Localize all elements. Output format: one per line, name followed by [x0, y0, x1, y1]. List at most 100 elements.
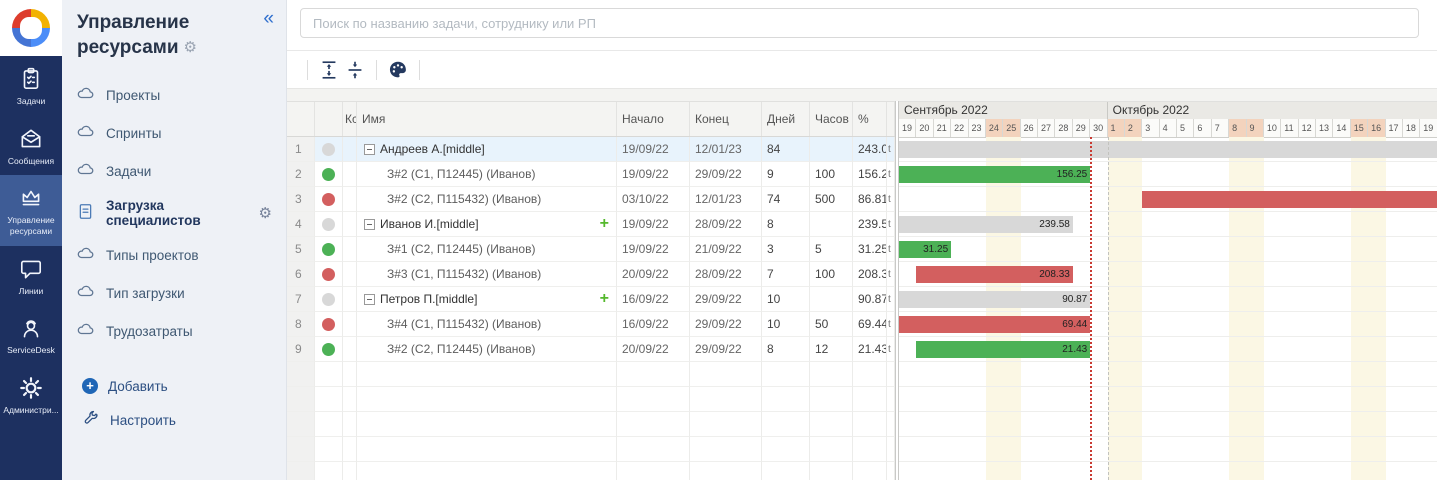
- sidebar-item-2[interactable]: Задачи: [62, 152, 286, 190]
- sidebar-item-1[interactable]: Спринты: [62, 114, 286, 152]
- percent-cell: 239.58: [853, 212, 887, 237]
- rail-item-5[interactable]: Администри...: [0, 365, 62, 425]
- palette-icon[interactable]: [385, 57, 411, 83]
- gantt-bar-red[interactable]: 208.33: [916, 266, 1073, 283]
- sidebar-item-label: Задачи: [106, 163, 152, 179]
- search-input[interactable]: [300, 8, 1419, 38]
- gantt-row: 208.33: [899, 262, 1437, 287]
- rail-item-1[interactable]: Сообщения: [0, 116, 62, 176]
- add-task-icon[interactable]: +: [599, 215, 609, 232]
- row-name: Петров П.[middle]: [380, 292, 478, 306]
- gantt-row: 69.44: [899, 312, 1437, 337]
- gantt-day-label: 20: [916, 119, 934, 137]
- name-cell[interactable]: Петров П.[middle] +: [357, 287, 617, 312]
- gantt-row: 31.25: [899, 237, 1437, 262]
- table-row[interactable]: 7 Петров П.[middle] +16/09/22 29/09/22 10 90.…: [287, 287, 895, 312]
- empty-cell: [853, 412, 887, 437]
- collapse-rows-icon[interactable]: [342, 57, 368, 83]
- table-row[interactable]: 2 З#2 (С1, П12445) (Иванов) 19/09/22 29/09/…: [287, 162, 895, 187]
- header-days[interactable]: Дней: [762, 102, 810, 136]
- gantt-day-label: 14: [1333, 119, 1351, 137]
- empty-cell: [343, 362, 357, 387]
- start-date-cell: 16/09/22: [617, 287, 690, 312]
- rail-item-label: Управление ресурсами: [7, 215, 55, 236]
- admin-gear-icon: [18, 375, 44, 401]
- empty-cell: [343, 462, 357, 480]
- table-row[interactable]: 6 З#3 (С1, П115432) (Иванов) 20/09/22 28/09…: [287, 262, 895, 287]
- table-row[interactable]: 8 З#4 (С1, П115432) (Иванов) 16/09/22 29/09…: [287, 312, 895, 337]
- rail-item-4[interactable]: ServiceDesk: [0, 305, 62, 365]
- name-cell[interactable]: З#1 (С2, П12445) (Иванов): [357, 237, 617, 262]
- name-cell[interactable]: Андреев А.[middle]: [357, 137, 617, 162]
- gantt-bar-grey[interactable]: 90.87: [899, 291, 1091, 308]
- collapse-row-icon[interactable]: [364, 143, 375, 155]
- header-hours[interactable]: Часов: [810, 102, 853, 136]
- sidebar-item-0[interactable]: Проекты: [62, 76, 286, 114]
- gantt-day-label: 9: [1246, 119, 1264, 137]
- sidebar-item-5[interactable]: Тип загрузки: [62, 274, 286, 312]
- gantt-bar-grey[interactable]: [899, 141, 1437, 158]
- gantt-bar-green[interactable]: 21.43: [916, 341, 1091, 358]
- rail-item-0[interactable]: Задачи: [0, 56, 62, 116]
- name-cell[interactable]: З#2 (С2, П12445) (Иванов): [357, 337, 617, 362]
- add-task-icon[interactable]: +: [599, 290, 609, 307]
- gantt-day-label: 10: [1263, 119, 1282, 137]
- name-cell[interactable]: З#2 (С2, П115432) (Иванов): [357, 187, 617, 212]
- gantt-bar-grey[interactable]: 239.58: [899, 216, 1073, 233]
- table-row[interactable]: 4 Иванов И.[middle] +19/09/22 28/09/22 8 239.…: [287, 212, 895, 237]
- empty-gantt-row: [899, 387, 1437, 412]
- today-line: [1090, 137, 1093, 480]
- status-cell: [315, 337, 343, 362]
- header-code[interactable]: Кс: [343, 102, 357, 136]
- sidebar-item-6[interactable]: Трудозатраты: [62, 312, 286, 350]
- grid-gantt-splitter[interactable]: [895, 101, 899, 480]
- table-row[interactable]: 1 Андреев А.[middle] 19/09/22 12/01/23 84 243…: [287, 137, 895, 162]
- plus-circle-icon: +: [82, 378, 98, 395]
- expand-rows-icon[interactable]: [316, 57, 342, 83]
- table-row[interactable]: 9 З#2 (С2, П12445) (Иванов) 20/09/22 29/09/…: [287, 337, 895, 362]
- sidebar-collapse-icon[interactable]: «: [263, 8, 274, 29]
- module-title-gear-icon[interactable]: ⚙: [183, 39, 197, 57]
- collapse-row-icon[interactable]: [364, 218, 375, 230]
- table-row[interactable]: 5 З#1 (С2, П12445) (Иванов) 19/09/22 21/09/…: [287, 237, 895, 262]
- gantt-bar-red[interactable]: [1142, 191, 1437, 208]
- gantt-day-label: 18: [1402, 119, 1421, 137]
- name-cell[interactable]: З#4 (С1, П115432) (Иванов): [357, 312, 617, 337]
- header-name[interactable]: Имя: [357, 102, 617, 136]
- app-logo-box[interactable]: [0, 0, 62, 56]
- name-cell[interactable]: З#2 (С1, П12445) (Иванов): [357, 162, 617, 187]
- empty-cell: [690, 412, 762, 437]
- collapse-row-icon[interactable]: [364, 293, 375, 305]
- start-date-cell: 19/09/22: [617, 162, 690, 187]
- table-row[interactable]: 3 З#2 (С2, П115432) (Иванов) 03/10/22 12/01…: [287, 187, 895, 212]
- header-end-date[interactable]: Конец: [690, 102, 762, 136]
- item-gear-icon[interactable]: ⚙: [258, 205, 272, 223]
- empty-cell: [887, 462, 895, 480]
- header-start-date[interactable]: Начало: [617, 102, 690, 136]
- cloud-icon: [76, 320, 95, 342]
- code-cell: [343, 312, 357, 337]
- gantt-bar-green[interactable]: 31.25: [899, 241, 952, 258]
- rail-item-3[interactable]: Линии: [0, 246, 62, 306]
- sidebar-action-1[interactable]: Настроить: [62, 402, 286, 439]
- gantt-row: 21.43: [899, 337, 1437, 362]
- gantt-bar-green[interactable]: 156.25: [899, 166, 1091, 183]
- sidebar-item-3[interactable]: Загрузка специалистов ⚙: [62, 190, 286, 236]
- gantt-month-label: Сентябрь 2022: [899, 102, 1108, 119]
- header-status: [315, 102, 343, 136]
- clipped-cell: t: [887, 337, 895, 362]
- status-dot-green: [322, 342, 335, 356]
- row-number: 2: [287, 162, 315, 187]
- header-percent[interactable]: %: [853, 102, 887, 136]
- end-date-cell: 29/09/22: [690, 162, 762, 187]
- name-cell[interactable]: Иванов И.[middle] +: [357, 212, 617, 237]
- sidebar-action-0[interactable]: + Добавить: [62, 370, 286, 402]
- percent-cell: 90.87: [853, 287, 887, 312]
- rail-item-2[interactable]: Управление ресурсами: [0, 175, 62, 246]
- sidebar-item-4[interactable]: Типы проектов: [62, 236, 286, 274]
- empty-table-row: [287, 362, 895, 387]
- name-cell[interactable]: З#3 (С1, П115432) (Иванов): [357, 262, 617, 287]
- empty-cell: [690, 387, 762, 412]
- gantt-bar-red[interactable]: 69.44: [899, 316, 1091, 333]
